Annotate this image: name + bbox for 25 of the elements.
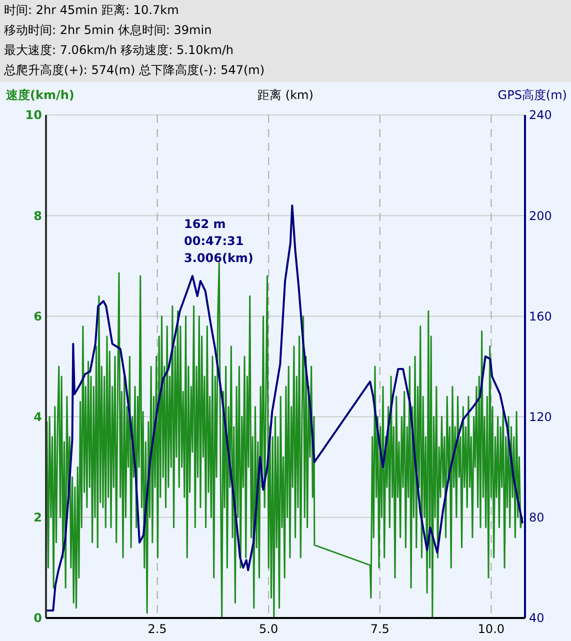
y2-tick-label: 200	[529, 208, 552, 223]
y-tick-label: 6	[34, 309, 42, 324]
y-tick-label: 10	[25, 108, 42, 122]
y-tick-label: 0	[34, 611, 42, 626]
annotation: 162 m 00:47:31 3.006(km)	[184, 217, 254, 265]
x-tick-label: 5.0	[259, 622, 278, 636]
y-tick-label: 2	[34, 510, 42, 525]
y2-tick-label: 160	[529, 309, 552, 324]
y-tick-label: 4	[34, 410, 42, 424]
line-series	[46, 262, 524, 619]
x-tick-label: 10.0	[478, 622, 505, 636]
text: 移动时间: 2hr 5min 休息时间: 39min	[4, 23, 212, 37]
x-tick-label: 7.5	[370, 622, 390, 636]
text: 时间: 2hr 45min 距离: 10.7km	[4, 3, 179, 17]
y-axis-title: 速度(km/h)	[5, 88, 74, 102]
y2-tick-label: 80	[529, 510, 544, 525]
y2-tick-label: 120	[529, 410, 552, 424]
x-axis-title: 距离 (km)	[258, 88, 314, 102]
y2-tick-label: 240	[529, 108, 552, 122]
text: 总爬升高度(+): 574(m) 总下降高度(-): 547(m)	[3, 63, 265, 77]
y-tick-label: 8	[34, 208, 42, 223]
y2-tick-label: 40	[529, 611, 544, 626]
x-tick-label: 2.5	[148, 622, 167, 636]
text: 最大速度: 7.06km/h 移动速度: 5.10km/h	[4, 43, 234, 57]
y2-axis-title: GPS高度(m)	[498, 88, 567, 102]
